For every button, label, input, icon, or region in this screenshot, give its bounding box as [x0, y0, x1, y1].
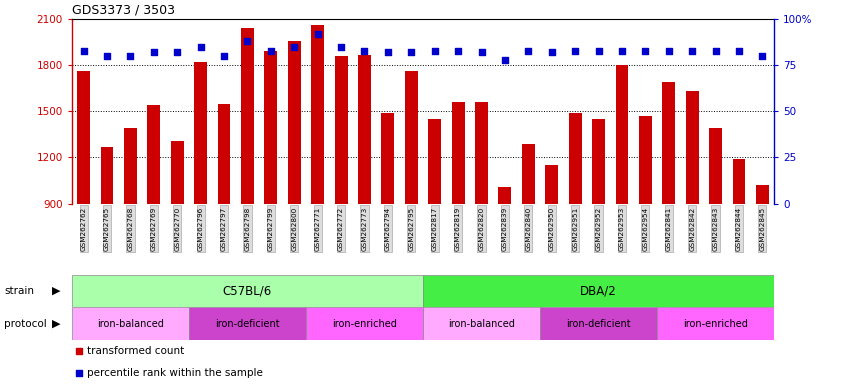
Point: [545, 49, 558, 55]
Text: iron-balanced: iron-balanced: [448, 318, 515, 329]
Bar: [124, 128, 137, 204]
Bar: [195, 62, 207, 204]
Bar: [423, 307, 540, 340]
Text: iron-enriched: iron-enriched: [683, 318, 748, 329]
Bar: [288, 41, 300, 204]
Bar: [616, 65, 629, 204]
Bar: [335, 56, 348, 204]
Bar: [72, 307, 189, 340]
Point: [521, 48, 536, 54]
Point: [569, 48, 582, 54]
Text: iron-balanced: iron-balanced: [97, 318, 164, 329]
Point: [428, 48, 442, 54]
Bar: [311, 25, 324, 204]
Point: [709, 48, 722, 54]
Bar: [522, 144, 535, 204]
Bar: [756, 185, 769, 204]
Bar: [405, 71, 418, 204]
Point: [240, 38, 254, 45]
Text: transformed count: transformed count: [87, 346, 184, 356]
Text: ▶: ▶: [52, 318, 61, 329]
Point: [452, 48, 465, 54]
Bar: [101, 147, 113, 204]
Bar: [546, 165, 558, 204]
Bar: [592, 119, 605, 204]
Text: ▶: ▶: [52, 286, 61, 296]
Bar: [423, 275, 774, 307]
Bar: [72, 275, 423, 307]
Bar: [639, 116, 651, 204]
Point: [358, 48, 371, 54]
Bar: [265, 51, 277, 204]
Bar: [171, 141, 184, 204]
Bar: [452, 102, 464, 204]
Bar: [540, 307, 657, 340]
Point: [288, 44, 301, 50]
Point: [100, 53, 113, 59]
Bar: [498, 187, 511, 204]
Point: [264, 48, 277, 54]
Point: [334, 44, 348, 50]
Bar: [382, 113, 394, 204]
Bar: [358, 55, 371, 204]
Point: [662, 48, 675, 54]
Text: iron-deficient: iron-deficient: [215, 318, 280, 329]
Point: [404, 49, 418, 55]
Point: [498, 57, 512, 63]
Point: [72, 348, 85, 354]
Text: iron-enriched: iron-enriched: [332, 318, 397, 329]
Point: [615, 48, 629, 54]
Point: [381, 49, 394, 55]
Bar: [189, 307, 306, 340]
Point: [217, 53, 231, 59]
Point: [639, 48, 652, 54]
Point: [755, 53, 769, 59]
Point: [124, 53, 137, 59]
Bar: [428, 119, 441, 204]
Point: [170, 49, 184, 55]
Point: [72, 370, 85, 376]
Bar: [77, 71, 90, 204]
Text: percentile rank within the sample: percentile rank within the sample: [87, 368, 263, 378]
Bar: [662, 82, 675, 204]
Text: C57BL/6: C57BL/6: [222, 285, 272, 297]
Bar: [147, 105, 160, 204]
Point: [733, 48, 746, 54]
Bar: [686, 91, 699, 204]
Bar: [709, 128, 722, 204]
Bar: [475, 102, 488, 204]
Point: [591, 48, 605, 54]
Text: strain: strain: [4, 286, 34, 296]
Text: protocol: protocol: [4, 318, 47, 329]
Bar: [241, 28, 254, 204]
Point: [475, 49, 488, 55]
Bar: [217, 104, 230, 204]
Point: [311, 31, 325, 37]
Bar: [733, 159, 745, 204]
Text: GDS3373 / 3503: GDS3373 / 3503: [72, 3, 175, 17]
Text: DBA/2: DBA/2: [580, 285, 617, 297]
Text: iron-deficient: iron-deficient: [566, 318, 631, 329]
Bar: [306, 307, 423, 340]
Bar: [657, 307, 774, 340]
Point: [194, 44, 207, 50]
Point: [147, 49, 161, 55]
Point: [77, 48, 91, 54]
Point: [685, 48, 699, 54]
Bar: [569, 113, 581, 204]
